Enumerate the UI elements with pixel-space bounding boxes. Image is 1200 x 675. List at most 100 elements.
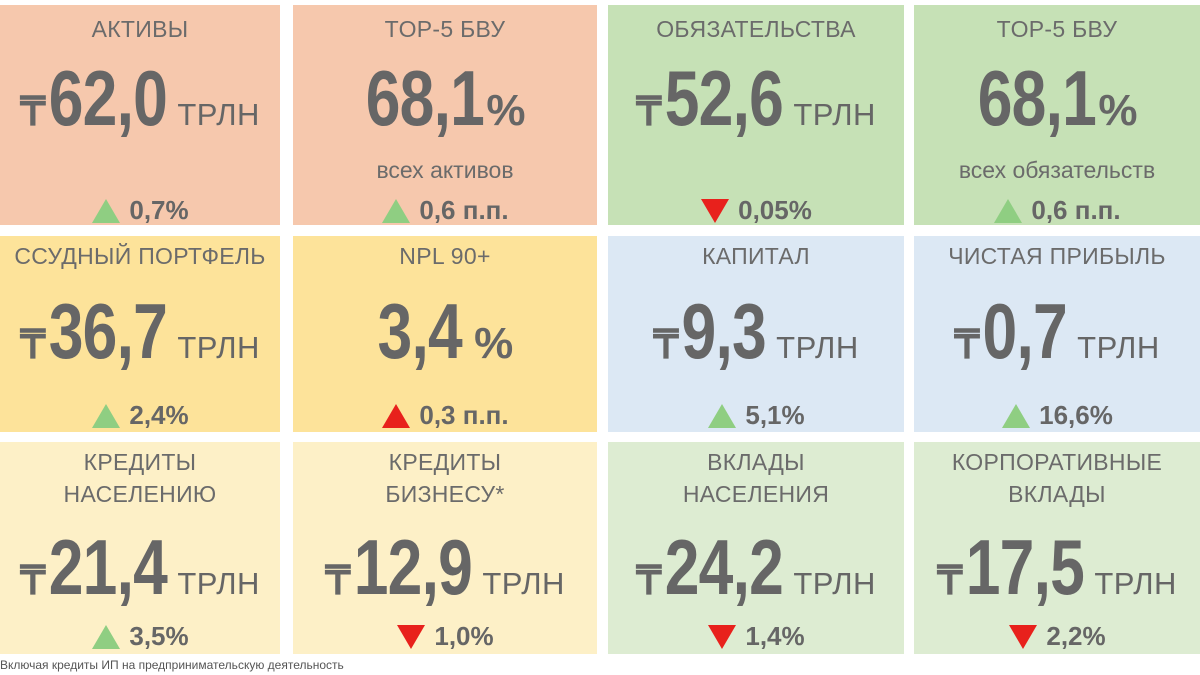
tile-value: 17,5	[965, 523, 1084, 611]
tenge-icon: ₸	[636, 90, 662, 134]
tile-business-loans: КРЕДИТЫ БИЗНЕСУ* ₸ 12,9 ТРЛН 1,0%	[293, 442, 597, 654]
tile-value-row: ₸ 9,3 ТРЛН	[608, 286, 904, 377]
tile-unit: ТРЛН	[793, 566, 876, 601]
tile-value: 3,4	[377, 287, 462, 375]
tenge-icon: ₸	[636, 559, 662, 603]
tile-unit: ТРЛН	[177, 330, 260, 365]
change-value: 0,7%	[129, 195, 189, 225]
tile-value-row: ₸ 24,2 ТРЛН	[608, 522, 904, 613]
tile-label-line2: БИЗНЕСУ*	[385, 481, 505, 507]
tile-change: 0,6 п.п.	[914, 195, 1200, 225]
tile-unit: %	[486, 86, 526, 135]
triangle-down-icon	[1008, 624, 1038, 650]
tile-top5-assets: TOP-5 БВУ 68,1 % всех активов 0,6 п.п.	[293, 5, 597, 225]
tile-value: 68,1	[365, 54, 484, 142]
change-value: 16,6%	[1039, 400, 1113, 430]
tenge-icon: ₸	[20, 323, 46, 367]
tile-label-line1: ВКЛАДЫ	[707, 449, 805, 475]
tile-value-row: 68,1 %	[914, 53, 1200, 144]
tile-unit: ТРЛН	[482, 566, 565, 601]
triangle-down-icon	[700, 198, 730, 224]
tile-value: 52,6	[664, 54, 783, 142]
tile-value-row: ₸ 12,9 ТРЛН	[293, 522, 597, 613]
change-value: 2,2%	[1046, 621, 1106, 651]
tile-change: 0,05%	[608, 195, 904, 225]
change-value: 2,4%	[129, 400, 189, 430]
tile-change: 1,4%	[608, 621, 904, 652]
tile-change: 1,0%	[293, 621, 597, 652]
tenge-icon: ₸	[937, 559, 963, 603]
tile-label-line1: КОРПОРАТИВНЫЕ	[951, 449, 1163, 475]
change-value: 0,6 п.п.	[419, 195, 509, 225]
tile-value: 68,1	[977, 54, 1096, 142]
tile-unit: ТРЛН	[793, 97, 876, 132]
tile-value-row: ₸ 52,6 ТРЛН	[608, 53, 904, 144]
tile-unit: ТРЛН	[177, 566, 260, 601]
tile-value-row: 68,1 %	[293, 53, 597, 144]
change-value: 0,6 п.п.	[1031, 195, 1121, 225]
triangle-down-icon	[396, 624, 426, 650]
tile-label-line2: НАСЕЛЕНИЮ	[63, 481, 217, 507]
tile-capital: КАПИТАЛ ₸ 9,3 ТРЛН 5,1%	[608, 236, 904, 432]
change-value: 3,5%	[129, 621, 189, 651]
tile-value-row: ₸ 17,5 ТРЛН	[914, 522, 1200, 613]
triangle-up-icon	[707, 403, 737, 429]
tile-value: 21,4	[48, 523, 167, 611]
tile-change: 5,1%	[608, 400, 904, 431]
change-value: 0,3 п.п.	[419, 400, 509, 430]
triangle-up-icon	[381, 198, 411, 224]
tile-label: ЧИСТАЯ ПРИБЫЛЬ	[948, 243, 1166, 269]
change-value: 5,1%	[745, 400, 805, 430]
triangle-up-icon	[91, 198, 121, 224]
tile-change: 3,5%	[0, 621, 280, 652]
tile-assets: АКТИВЫ ₸ 62,0 ТРЛН 0,7%	[0, 5, 280, 225]
tile-retail-loans: КРЕДИТЫ НАСЕЛЕНИЮ ₸ 21,4 ТРЛН 3,5%	[0, 442, 280, 654]
tile-corporate-deposits: КОРПОРАТИВНЫЕ ВКЛАДЫ ₸ 17,5 ТРЛН 2,2%	[914, 442, 1200, 654]
tile-net-profit: ЧИСТАЯ ПРИБЫЛЬ ₸ 0,7 ТРЛН 16,6%	[914, 236, 1200, 432]
tile-retail-deposits: ВКЛАДЫ НАСЕЛЕНИЯ ₸ 24,2 ТРЛН 1,4%	[608, 442, 904, 654]
change-value: 0,05%	[738, 195, 812, 225]
tile-value: 62,0	[48, 54, 167, 142]
tile-subtitle: всех активов	[376, 157, 514, 183]
tile-label: АКТИВЫ	[91, 16, 189, 42]
tile-label: TOP-5 БВУ	[384, 16, 506, 42]
tile-label: TOP-5 БВУ	[996, 16, 1118, 42]
tile-label-line1: КРЕДИТЫ	[388, 449, 502, 475]
tenge-icon: ₸	[325, 559, 351, 603]
tile-npl: NPL 90+ 3,4 % 0,3 п.п.	[293, 236, 597, 432]
tile-value-row: 3,4 %	[293, 286, 597, 377]
tile-label-line1: КРЕДИТЫ	[83, 449, 197, 475]
tenge-icon: ₸	[954, 323, 980, 367]
tile-change: 0,3 п.п.	[293, 400, 597, 431]
tile-value: 36,7	[48, 287, 167, 375]
tile-label: ССУДНЫЙ ПОРТФЕЛЬ	[14, 243, 266, 269]
tile-value-row: ₸ 62,0 ТРЛН	[0, 53, 280, 144]
tile-value: 9,3	[681, 287, 766, 375]
triangle-up-icon	[1001, 403, 1031, 429]
tile-change: 2,4%	[0, 400, 280, 431]
tile-label-line2: ВКЛАДЫ	[1008, 481, 1106, 507]
tile-subtitle: всех обязательств	[958, 157, 1156, 183]
triangle-down-icon	[707, 624, 737, 650]
triangle-up-icon	[91, 403, 121, 429]
tile-value-row: ₸ 0,7 ТРЛН	[914, 286, 1200, 377]
tile-value: 24,2	[664, 523, 783, 611]
tile-unit: %	[1098, 86, 1138, 135]
tenge-icon: ₸	[20, 90, 46, 134]
triangle-up-red-icon	[381, 403, 411, 429]
tile-change: 2,2%	[914, 621, 1200, 652]
tile-unit: ТРЛН	[1077, 330, 1160, 365]
tile-loan-portfolio: ССУДНЫЙ ПОРТФЕЛЬ ₸ 36,7 ТРЛН 2,4%	[0, 236, 280, 432]
tile-liabilities: ОБЯЗАТЕЛЬСТВА ₸ 52,6 ТРЛН 0,05%	[608, 5, 904, 225]
tenge-icon: ₸	[653, 323, 679, 367]
footnote: Включая кредиты ИП на предпринимательску…	[0, 658, 344, 672]
tile-unit: %	[474, 319, 514, 368]
tile-value-row: ₸ 21,4 ТРЛН	[0, 522, 280, 613]
tile-value: 12,9	[353, 523, 472, 611]
tile-label-line2: НАСЕЛЕНИЯ	[682, 481, 830, 507]
tile-change: 0,7%	[0, 195, 280, 225]
tile-label: КАПИТАЛ	[702, 243, 810, 269]
triangle-up-icon	[91, 624, 121, 650]
tile-unit: ТРЛН	[177, 97, 260, 132]
tile-change: 16,6%	[914, 400, 1200, 431]
